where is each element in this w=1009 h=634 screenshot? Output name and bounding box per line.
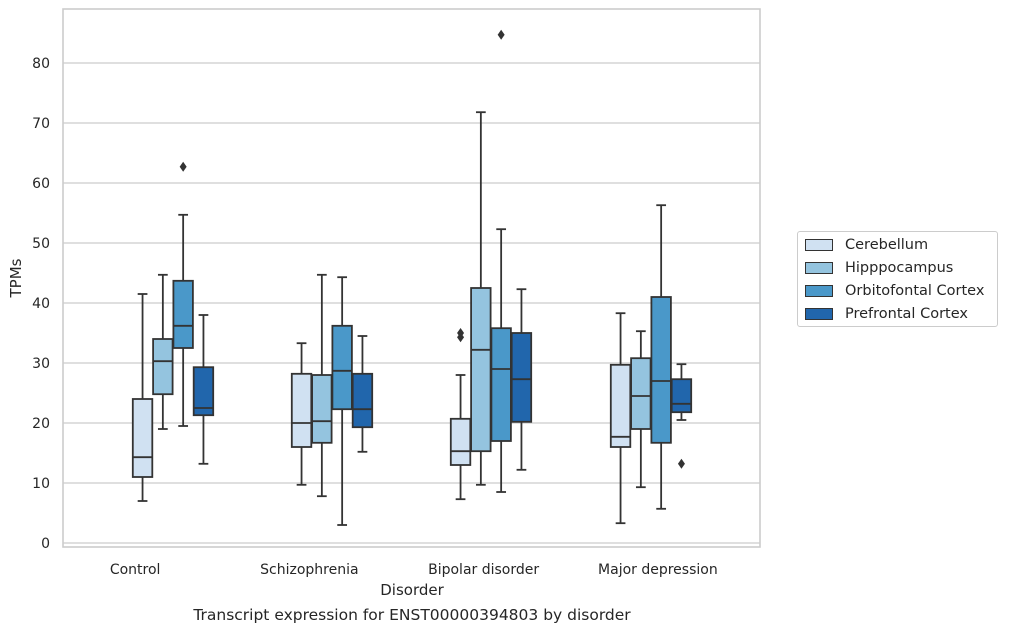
legend: Cerebellum Hipppocampus Orbitofontal Corte… — [797, 231, 998, 327]
box-iqr — [650, 296, 672, 444]
plot-frame — [62, 8, 761, 548]
box-prefrontal-cortex-bipolar-disorder — [510, 288, 533, 471]
box-prefrontal-cortex-schizophrenia — [351, 335, 374, 453]
y-tick-label: 20 — [32, 416, 50, 432]
x-axis-label: Disorder — [380, 581, 444, 599]
y-tick-label: 50 — [32, 236, 50, 252]
legend-swatch — [805, 308, 833, 320]
y-axis-ticks: 0 10 20 30 40 50 60 70 80 — [32, 56, 50, 552]
box-cerebellum-bipolar-disorder — [449, 328, 472, 501]
box-hipppocampus-bipolar-disorder — [470, 111, 492, 486]
box-orbitofontal-cortex-major-depression — [650, 204, 672, 510]
box-orbitofontal-cortex-control — [172, 161, 194, 427]
box-hipppocampus-control — [152, 273, 174, 430]
legend-label: Cerebellum — [845, 237, 929, 253]
box-hipppocampus-major-depression — [630, 330, 652, 489]
box-prefrontal-cortex-major-depression — [670, 363, 693, 469]
x-tick-label: Control — [110, 562, 161, 578]
legend-swatch — [805, 285, 833, 297]
box-iqr — [290, 372, 313, 448]
box-iqr — [172, 279, 194, 349]
chart-caption: Transcript expression for ENST0000039480… — [193, 606, 631, 624]
box-iqr — [331, 324, 353, 411]
box-iqr — [490, 327, 512, 442]
box-orbitofontal-cortex-schizophrenia — [331, 276, 353, 526]
y-tick-label: 60 — [32, 176, 50, 192]
y-tick-label: 30 — [32, 356, 50, 372]
x-tick-label: Bipolar disorder — [428, 562, 539, 578]
box-iqr — [670, 378, 693, 414]
y-axis-label: TPMs — [7, 258, 25, 298]
legend-swatch — [805, 262, 833, 274]
legend-label: Hipppocampus — [845, 260, 954, 276]
box-orbitofontal-cortex-bipolar-disorder — [490, 29, 512, 493]
y-tick-label: 70 — [32, 116, 50, 132]
box-series — [131, 29, 693, 526]
box-iqr — [192, 366, 215, 417]
x-tick-label: Major depression — [598, 562, 718, 578]
outlier-point — [497, 29, 505, 40]
box-iqr — [351, 372, 374, 429]
legend-swatch — [805, 239, 833, 251]
box-prefrontal-cortex-control — [192, 314, 215, 465]
x-tick-label: Schizophrenia — [260, 562, 358, 578]
legend-item: Hipppocampus — [805, 258, 953, 278]
y-tick-label: 80 — [32, 56, 50, 72]
outlier-point — [457, 328, 465, 338]
box-cerebellum-control — [131, 293, 154, 502]
box-iqr — [510, 332, 533, 423]
y-tick-label: 0 — [41, 536, 50, 552]
outlier-point — [179, 161, 187, 172]
box-cerebellum-major-depression — [609, 312, 632, 525]
legend-item: Orbitofontal Cortex — [805, 281, 984, 301]
outlier-point — [677, 458, 685, 469]
box-hipppocampus-schizophrenia — [311, 273, 333, 498]
legend-label: Prefrontal Cortex — [845, 306, 968, 322]
y-tick-label: 40 — [32, 296, 50, 312]
box-iqr — [630, 357, 652, 430]
box-iqr — [311, 374, 333, 444]
x-axis-ticks: Control Schizophrenia Bipolar disorder Majo… — [110, 562, 718, 578]
y-tick-label: 10 — [32, 476, 50, 492]
box-iqr — [470, 287, 492, 453]
box-iqr — [152, 338, 174, 396]
box-iqr — [609, 363, 632, 448]
legend-item: Prefrontal Cortex — [805, 304, 968, 324]
legend-item: Cerebellum — [805, 235, 928, 255]
box-iqr — [449, 417, 472, 466]
box-cerebellum-schizophrenia — [290, 342, 313, 486]
legend-label: Orbitofontal Cortex — [845, 283, 985, 299]
box-iqr — [131, 398, 154, 478]
